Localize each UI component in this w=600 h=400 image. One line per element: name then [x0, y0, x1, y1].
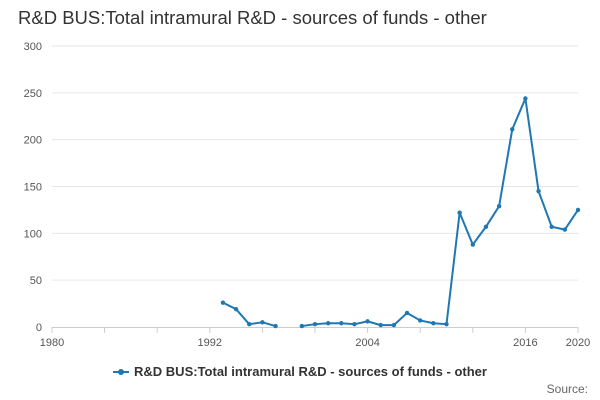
legend[interactable]: R&D BUS:Total intramural R&D - sources o… [0, 364, 600, 379]
legend-marker-icon [113, 366, 130, 378]
y-tick-label: 150 [24, 182, 42, 194]
x-tick-label: 2020 [566, 337, 590, 349]
data-point[interactable] [536, 188, 541, 194]
data-point[interactable] [233, 307, 239, 312]
source-label: Source: [546, 382, 588, 396]
data-point[interactable] [365, 319, 370, 324]
data-points [220, 96, 581, 329]
data-point[interactable] [562, 227, 568, 232]
data-point[interactable] [457, 210, 462, 215]
data-point[interactable] [312, 321, 318, 327]
data-point[interactable] [339, 321, 344, 326]
data-point[interactable] [299, 323, 305, 329]
y-tick-label: 250 [24, 88, 42, 100]
x-tick-label: 2004 [355, 337, 379, 349]
x-tick-label: 1992 [198, 337, 222, 349]
y-tick-label: 0 [36, 322, 42, 334]
x-axis [51, 327, 579, 333]
data-point[interactable] [378, 322, 383, 328]
data-point[interactable] [247, 321, 252, 327]
gridlines [52, 45, 578, 281]
data-point[interactable] [575, 207, 581, 213]
x-tick-label: 1980 [40, 337, 64, 349]
data-point[interactable] [431, 321, 436, 326]
data-point[interactable] [260, 320, 265, 325]
y-tick-label: 200 [24, 135, 42, 147]
chart-title: R&D BUS:Total intramural R&D - sources o… [18, 7, 487, 28]
y-tick-label: 300 [24, 41, 42, 53]
data-point[interactable] [510, 127, 515, 132]
series-line-segment [301, 97, 579, 328]
data-point[interactable] [523, 96, 528, 101]
x-axis-tick-labels: 1980 1992 2004 2016 2020 [40, 337, 590, 349]
data-point[interactable] [549, 224, 554, 229]
y-axis-tick-labels: 0 50 100 150 200 250 300 [24, 41, 42, 334]
y-tick-label: 100 [24, 228, 42, 240]
data-point[interactable] [220, 300, 226, 305]
legend-label: R&D BUS:Total intramural R&D - sources o… [134, 364, 487, 379]
data-point[interactable] [273, 323, 278, 329]
data-point[interactable] [404, 310, 410, 316]
x-tick-label: 2016 [513, 337, 537, 349]
data-point[interactable] [444, 321, 449, 327]
data-point[interactable] [470, 242, 475, 247]
data-point[interactable] [325, 321, 331, 326]
data-point[interactable] [483, 224, 489, 229]
series-lines [222, 97, 579, 328]
y-tick-label: 50 [30, 275, 42, 287]
data-point[interactable] [391, 322, 397, 328]
data-point[interactable] [418, 318, 423, 323]
data-point[interactable] [496, 203, 502, 209]
data-point[interactable] [352, 321, 357, 327]
